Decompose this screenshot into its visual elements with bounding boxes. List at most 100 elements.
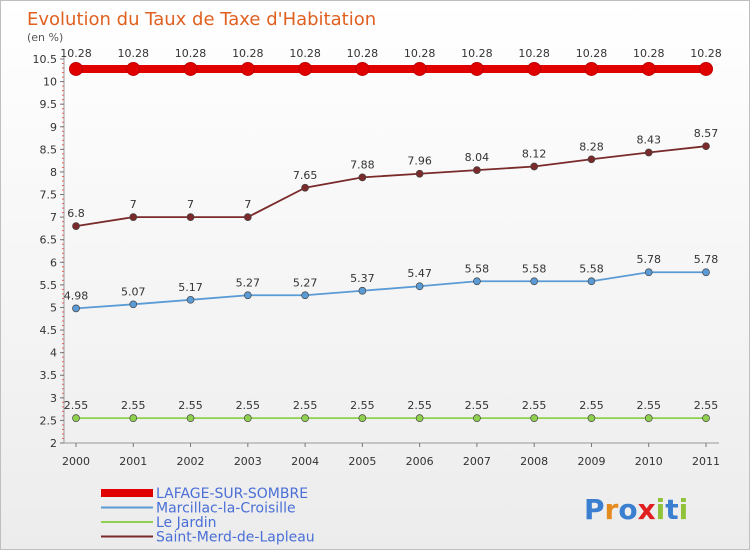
data-label: 10.28 xyxy=(518,47,550,60)
data-point xyxy=(699,61,713,76)
data-point xyxy=(587,277,596,286)
data-label: 2.55 xyxy=(64,399,89,412)
data-point xyxy=(530,162,539,171)
data-label: 7 xyxy=(130,198,137,211)
logo-letter: i xyxy=(656,493,666,526)
data-label: 5.17 xyxy=(178,281,203,294)
axes: 2 2.5 3 3.5 4 4.5 5 5.5 6 6.5 7 7.5 8 8.5 9 9.5 10 10.5 20… xyxy=(33,53,721,468)
data-label: 2.55 xyxy=(407,399,432,412)
data-label: 2.55 xyxy=(636,399,661,412)
data-label: 8.04 xyxy=(465,151,490,164)
data-label: 2.55 xyxy=(178,399,203,412)
data-label: 5.78 xyxy=(636,253,661,266)
y-tick-label: 7 xyxy=(50,211,57,224)
legend-label: Le Jardin xyxy=(156,515,216,531)
x-tick-label: 2001 xyxy=(119,455,147,468)
data-label: 5.58 xyxy=(465,262,490,275)
data-label: 2.55 xyxy=(522,399,547,412)
data-point xyxy=(186,414,195,423)
y-tick-label: 5.5 xyxy=(40,279,58,292)
data-point xyxy=(72,222,80,231)
x-tick-label: 2008 xyxy=(520,455,548,468)
data-label: 2.55 xyxy=(579,399,604,412)
logo-letter: x xyxy=(638,493,656,526)
y-tick-label: 7.5 xyxy=(40,189,58,202)
data-point xyxy=(358,414,367,423)
y-tick-label: 4.5 xyxy=(40,324,58,337)
series-2: 2.55 2.55 2.55 2.55 2.55 2.55 2.55 2.55 2.55 2.55… xyxy=(64,399,719,423)
x-tick-label: 2000 xyxy=(62,455,90,468)
logo-letter: t xyxy=(665,493,678,526)
data-point xyxy=(301,291,309,300)
logo-letter: i xyxy=(679,493,689,526)
y-tick-label: 9 xyxy=(50,121,57,134)
data-label: 5.27 xyxy=(293,276,318,289)
data-point xyxy=(69,61,83,76)
data-label: 10.28 xyxy=(404,47,436,60)
y-tick-label: 6.5 xyxy=(40,234,58,247)
y-tick-label: 2.5 xyxy=(40,414,58,427)
data-label: 7 xyxy=(244,198,251,211)
data-label: 2.55 xyxy=(121,399,146,412)
legend-label: LAFAGE-SUR-SOMBRE xyxy=(156,486,308,502)
x-tick-label: 2006 xyxy=(406,455,434,468)
series-1: 4.98 5.07 5.17 5.27 5.27 5.37 5.47 5.58 5.58 5.58… xyxy=(64,253,719,313)
data-point xyxy=(298,61,313,76)
data-label: 5.07 xyxy=(121,285,146,298)
data-label: 2.55 xyxy=(236,399,261,412)
chart-title: Evolution du Taux de Taxe d'Habitation xyxy=(27,9,376,30)
data-point xyxy=(584,61,599,76)
data-point xyxy=(72,304,80,313)
data-label: 8.43 xyxy=(636,134,661,147)
x-tick-label: 2011 xyxy=(692,455,720,468)
x-tick-label: 2010 xyxy=(635,455,663,468)
logo-letter: P xyxy=(584,493,605,526)
data-point xyxy=(644,148,653,157)
y-tick-label: 6 xyxy=(50,256,57,269)
data-label: 5.37 xyxy=(350,272,375,285)
data-point xyxy=(126,61,141,76)
data-point xyxy=(473,277,481,286)
data-point xyxy=(243,291,252,300)
data-label: 7 xyxy=(187,198,194,211)
data-label: 10.28 xyxy=(60,47,92,60)
y-tick-label: 8.5 xyxy=(40,143,58,156)
x-tick-label: 2007 xyxy=(463,455,491,468)
data-point xyxy=(473,414,481,423)
data-point xyxy=(358,286,367,295)
x-tick-label: 2004 xyxy=(291,455,319,468)
data-label: 5.78 xyxy=(694,253,719,266)
y-tick-label: 3.5 xyxy=(40,369,58,382)
x-tick-label: 2002 xyxy=(177,455,205,468)
data-label: 5.58 xyxy=(579,262,604,275)
data-label: 2.55 xyxy=(350,399,375,412)
y-tick-label: 5 xyxy=(50,301,57,314)
data-point xyxy=(129,414,138,423)
logo-letter: o xyxy=(618,493,637,526)
data-point xyxy=(473,166,481,174)
x-tick-label: 2005 xyxy=(348,455,376,468)
data-label: 7.65 xyxy=(293,169,318,182)
series-line xyxy=(75,145,707,228)
data-label: 7.88 xyxy=(350,158,375,171)
y-tick-label: 9.5 xyxy=(40,98,58,111)
data-point xyxy=(530,277,539,286)
data-label: 8.57 xyxy=(694,127,719,140)
y-tick-label: 2 xyxy=(50,437,57,450)
data-point xyxy=(587,414,596,423)
logo-text: Proxiti xyxy=(584,493,688,526)
data-label: 8.28 xyxy=(579,140,604,153)
data-point xyxy=(415,169,424,178)
x-tick-label: 2003 xyxy=(234,455,262,468)
data-point xyxy=(301,183,309,192)
y-tick-label: 3 xyxy=(50,392,57,405)
data-point xyxy=(355,61,370,76)
data-label: 5.47 xyxy=(407,267,432,280)
y-tick-label: 4 xyxy=(50,347,57,360)
series-0: 10.28 10.28 10.28 10.28 10.28 10.28 10.28 10.28… xyxy=(60,47,722,76)
data-label: 7.96 xyxy=(407,155,432,168)
data-point xyxy=(415,414,424,423)
data-point xyxy=(129,300,138,309)
data-label: 2.55 xyxy=(694,399,719,412)
series-3: 6.8 7 7 7 7.65 7.88 7.96 8.04 8.12 8.28 8.43 8.57 xyxy=(67,127,719,231)
